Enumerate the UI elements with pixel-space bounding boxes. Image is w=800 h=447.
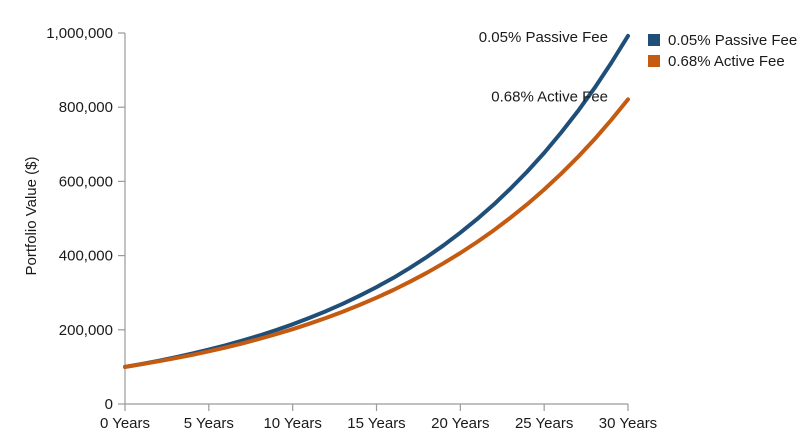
x-tick-label: 5 Years — [184, 415, 234, 432]
legend-label: 0.05% Passive Fee — [668, 32, 797, 49]
series-line-1 — [123, 97, 630, 369]
x-tick-label: 30 Years — [599, 415, 657, 432]
x-tick-label: 20 Years — [431, 415, 489, 432]
y-axis-title: Portfolio Value ($) — [23, 157, 40, 276]
y-tick-label: 200,000 — [59, 322, 113, 339]
y-tick-label: 600,000 — [59, 173, 113, 190]
y-tick-label: 400,000 — [59, 248, 113, 265]
legend: 0.05% Passive Fee 0.68% Active Fee — [648, 32, 797, 70]
series-annotation: 0.05% Passive Fee — [479, 29, 608, 46]
x-tick-label: 0 Years — [100, 415, 150, 432]
y-tick-label: 0 — [105, 396, 113, 413]
y-axis: 0 200,000 400,000 600,000 800,000 1,000,000 — [46, 25, 126, 413]
y-tick-label: 800,000 — [59, 99, 113, 116]
x-tick-label: 25 Years — [515, 415, 573, 432]
x-tick-label: 15 Years — [347, 415, 405, 432]
y-tick-label: 1,000,000 — [46, 25, 113, 42]
x-tick-label: 10 Years — [263, 415, 321, 432]
x-axis: 0 Years 5 Years 10 Years 15 Years 20 Years 25… — [100, 403, 657, 432]
legend-swatch — [648, 34, 660, 46]
series-line-0 — [123, 33, 630, 369]
series-lines — [123, 33, 630, 369]
legend-label: 0.68% Active Fee — [668, 53, 785, 70]
annotations: 0.05% Passive Fee 0.68% Active Fee — [479, 29, 608, 105]
legend-swatch — [648, 55, 660, 67]
series-annotation: 0.68% Active Fee — [491, 88, 608, 105]
